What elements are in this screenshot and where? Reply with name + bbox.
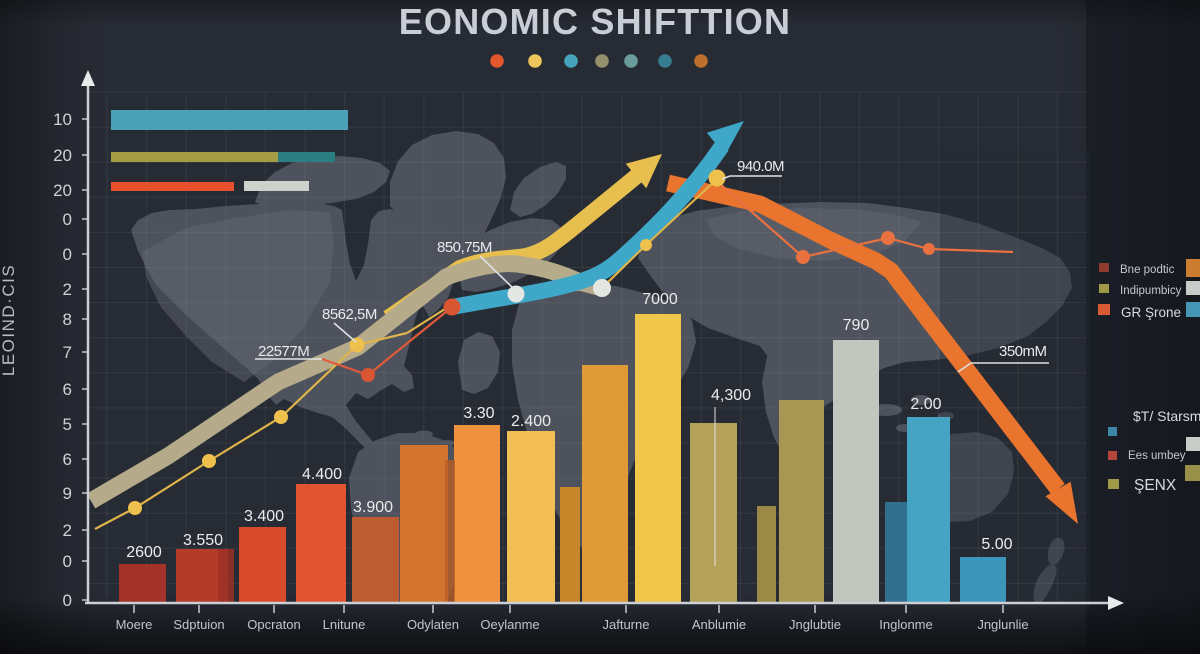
- svg-text:790: 790: [843, 317, 870, 334]
- svg-text:ŞENX: ŞENX: [1134, 477, 1177, 494]
- svg-text:2: 2: [63, 521, 72, 540]
- svg-text:$T/ Starsm: $T/ Starsm: [1133, 408, 1200, 424]
- svg-text:7: 7: [63, 343, 72, 362]
- svg-text:5.00: 5.00: [981, 536, 1012, 553]
- svg-text:850,75M: 850,75M: [437, 239, 492, 256]
- svg-text:350mM: 350mM: [999, 343, 1047, 360]
- svg-text:Moere: Moere: [116, 617, 153, 632]
- svg-text:Lnitune: Lnitune: [323, 617, 366, 632]
- svg-text:0: 0: [63, 245, 72, 264]
- svg-text:2.00: 2.00: [910, 396, 941, 413]
- svg-text:7000: 7000: [642, 291, 678, 308]
- svg-text:Ees umbey: Ees umbey: [1128, 450, 1186, 462]
- svg-text:0: 0: [63, 552, 72, 571]
- svg-text:Jafturne: Jafturne: [603, 617, 650, 632]
- svg-text:3.400: 3.400: [244, 508, 284, 525]
- svg-text:Bne podtic: Bne podtic: [1120, 264, 1175, 276]
- svg-text:4,300: 4,300: [711, 387, 751, 404]
- svg-text:GR Şrone: GR Şrone: [1121, 305, 1181, 320]
- svg-text:Indipumbicy: Indipumbicy: [1120, 285, 1182, 297]
- svg-text:Oeylanme: Oeylanme: [480, 617, 539, 632]
- svg-text:Jnglunlie: Jnglunlie: [977, 617, 1028, 632]
- svg-text:5: 5: [63, 415, 72, 434]
- svg-text:Jnglubtie: Jnglubtie: [789, 617, 841, 632]
- svg-text:Sdptuion: Sdptuion: [173, 617, 224, 632]
- svg-text:2600: 2600: [126, 544, 162, 561]
- svg-text:0: 0: [63, 210, 72, 229]
- svg-text:10: 10: [53, 110, 72, 129]
- svg-text:9: 9: [63, 484, 72, 503]
- svg-text:3.900: 3.900: [353, 499, 393, 516]
- svg-text:2: 2: [63, 280, 72, 299]
- svg-text:22577M: 22577M: [258, 343, 309, 360]
- svg-text:Opcraton: Opcraton: [247, 617, 300, 632]
- svg-text:6: 6: [63, 450, 72, 469]
- svg-text:8: 8: [63, 310, 72, 329]
- svg-text:940.0M: 940.0M: [737, 158, 784, 175]
- svg-text:EONOMIC SHIFTTION: EONOMIC SHIFTTION: [399, 1, 791, 42]
- svg-text:20: 20: [53, 181, 72, 200]
- svg-text:20: 20: [53, 146, 72, 165]
- svg-text:0: 0: [63, 591, 72, 610]
- svg-text:Inglonme: Inglonme: [879, 617, 932, 632]
- svg-text:Anblumie: Anblumie: [692, 617, 746, 632]
- svg-text:LEOIND·CIS: LEOIND·CIS: [0, 264, 18, 376]
- svg-text:6: 6: [63, 380, 72, 399]
- svg-text:3.550: 3.550: [183, 532, 223, 549]
- svg-text:3.30: 3.30: [463, 405, 494, 422]
- svg-text:4.400: 4.400: [302, 466, 342, 483]
- svg-text:2.400: 2.400: [511, 413, 551, 430]
- svg-text:8562,5M: 8562,5M: [322, 306, 377, 323]
- svg-text:Odylaten: Odylaten: [407, 617, 459, 632]
